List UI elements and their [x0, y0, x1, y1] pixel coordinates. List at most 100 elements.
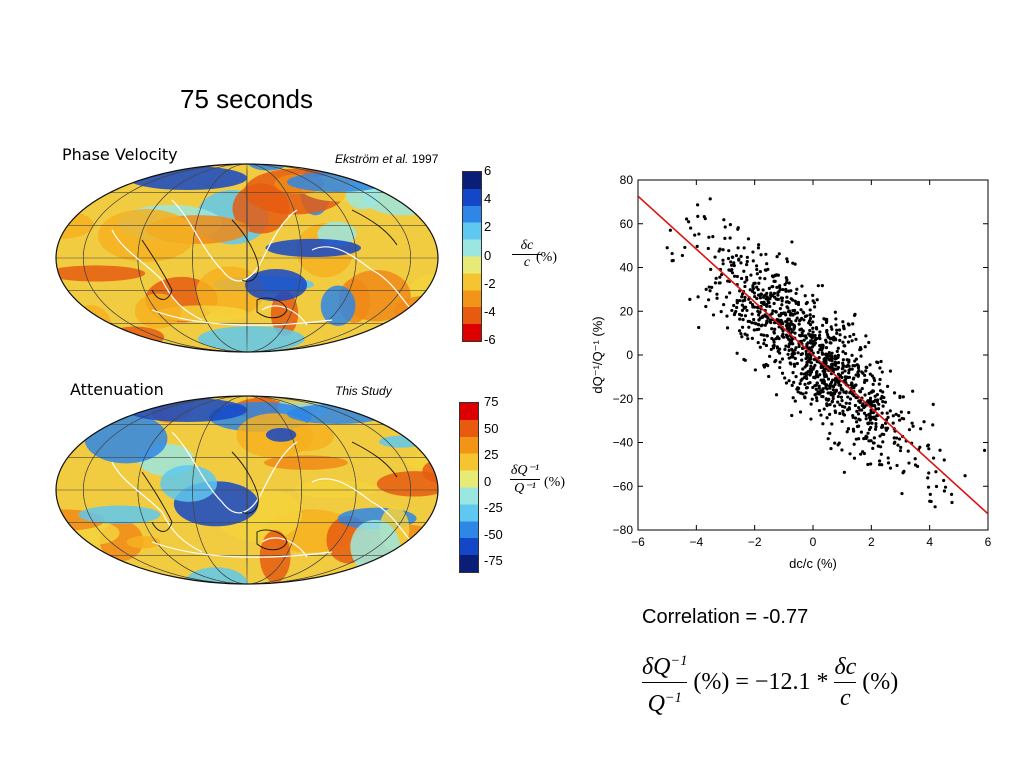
scatter-point — [859, 452, 863, 456]
scatter-point — [830, 392, 834, 396]
scatter-point — [818, 373, 822, 377]
scatter-point — [745, 262, 749, 267]
y-tick-label: 80 — [620, 173, 634, 187]
scatter-point — [803, 396, 807, 400]
scatter-point — [806, 370, 810, 374]
scatter-point — [753, 281, 757, 285]
scatter-point — [811, 385, 815, 390]
scatter-point — [780, 357, 785, 361]
scatter-point — [735, 305, 739, 310]
scatter-point — [843, 405, 847, 409]
scatter-point — [838, 411, 842, 416]
y-axis-label: dQ⁻¹/Q⁻¹ (%) — [590, 316, 605, 393]
scatter-point — [861, 450, 865, 454]
attenuation-map — [55, 395, 439, 585]
scatter-point — [871, 382, 875, 386]
scatter-point — [832, 392, 837, 396]
scatter-point — [861, 402, 865, 406]
scatter-point — [742, 246, 746, 250]
scatter-point — [729, 263, 734, 267]
scatter-point — [702, 214, 706, 219]
scatter-point — [874, 417, 878, 421]
scatter-point — [833, 441, 837, 445]
scatter-point — [745, 333, 749, 337]
scatter-point — [713, 281, 718, 285]
scatter-point — [902, 469, 906, 474]
scatter-point — [859, 430, 863, 434]
scatter-point — [837, 328, 842, 332]
scatter-point — [801, 392, 805, 396]
scatter-point — [855, 424, 860, 429]
scatter-point — [786, 352, 790, 356]
scatter-point — [829, 380, 834, 384]
scatter-point — [743, 284, 747, 289]
scatter-point — [881, 404, 885, 408]
scatter-point — [711, 235, 715, 239]
scatter-point — [693, 233, 697, 237]
scatter-point — [805, 342, 809, 346]
scatter-point — [886, 456, 890, 460]
scatter-point — [928, 499, 932, 503]
scatter-point — [825, 355, 830, 359]
scatter-point — [854, 396, 858, 400]
scatter-point — [803, 382, 807, 386]
scatter-point — [804, 349, 808, 354]
scatter-point — [684, 217, 689, 221]
scatter-point — [738, 317, 742, 321]
scatter-point — [897, 418, 902, 422]
scatter-point — [784, 276, 788, 280]
graticule-line — [137, 396, 357, 584]
scatter-point — [864, 365, 868, 369]
scatter-point — [803, 294, 807, 298]
scatter-point — [755, 296, 759, 301]
scatter-point — [718, 275, 722, 279]
scatter-point — [831, 396, 835, 401]
scatter-point — [805, 353, 809, 357]
scatter-point — [833, 360, 837, 364]
anomaly-blob — [350, 519, 400, 574]
scatter-point — [809, 402, 813, 406]
scatter-point — [867, 391, 871, 396]
scatter-point — [789, 327, 793, 331]
scatter-point — [798, 382, 802, 386]
scatter-point — [868, 372, 872, 376]
scatter-point — [797, 322, 801, 326]
scatter-point — [868, 363, 872, 367]
scatter-point — [933, 505, 937, 509]
anomaly-blob — [320, 285, 356, 327]
scatter-point — [778, 365, 782, 370]
scatter-point — [926, 476, 930, 480]
scatter-point — [860, 370, 864, 374]
scatter-point — [811, 339, 815, 344]
scatter-point — [815, 298, 819, 302]
scatter-point — [982, 448, 987, 452]
y-tick-label: 60 — [620, 217, 634, 231]
scatter-point — [770, 312, 774, 316]
scatter-point — [789, 289, 793, 293]
scatter-point — [707, 285, 711, 289]
scatter-point — [777, 314, 781, 318]
scatter-point — [812, 357, 816, 362]
scatter-point — [851, 413, 855, 418]
x-tick-label: −6 — [631, 535, 645, 549]
scatter-point — [825, 319, 829, 323]
scatter-point — [764, 252, 768, 256]
scatter-point — [758, 270, 762, 274]
scatter-point — [897, 437, 902, 441]
scatter-point — [864, 436, 868, 441]
coastline — [141, 471, 173, 532]
scatter-point — [878, 463, 882, 467]
scatter-point — [863, 373, 867, 377]
scatter-point — [794, 346, 798, 350]
scatter-point — [743, 280, 747, 284]
scatter-point — [833, 337, 837, 341]
scatter-point — [781, 287, 785, 292]
scatter-point — [813, 363, 817, 367]
scatter-point — [773, 360, 777, 364]
scatter-point — [713, 255, 717, 259]
scatter-point — [880, 370, 884, 374]
scatter-point — [942, 458, 946, 462]
scatter-point — [731, 255, 735, 259]
scatter-point — [730, 308, 734, 313]
scatter-point — [745, 259, 749, 264]
